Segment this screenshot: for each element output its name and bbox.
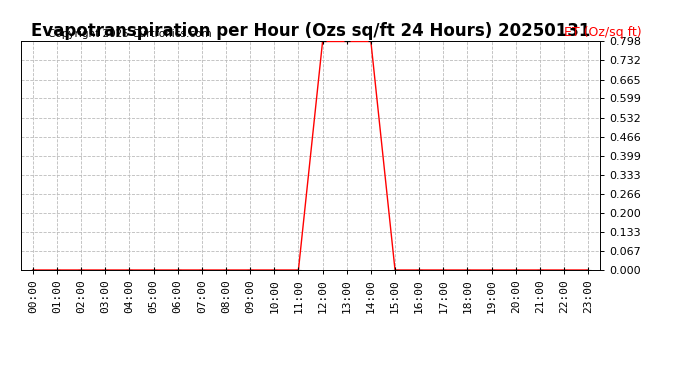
Text: ET (Oz/sq ft): ET (Oz/sq ft) [564, 26, 642, 39]
Title: Evapotranspiration per Hour (Ozs sq/ft 24 Hours) 20250131: Evapotranspiration per Hour (Ozs sq/ft 2… [31, 22, 590, 40]
Text: Copyright 2025 Curtronics.com: Copyright 2025 Curtronics.com [48, 29, 212, 39]
